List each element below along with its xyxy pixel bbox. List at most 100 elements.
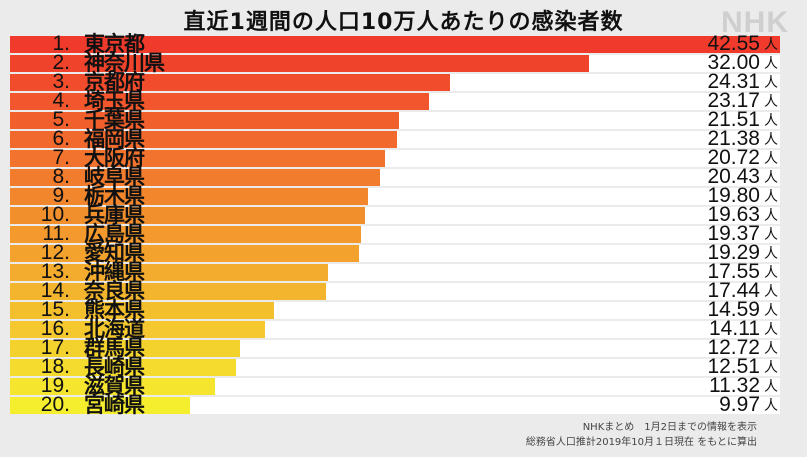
prefecture-label: 北海道 — [84, 317, 145, 341]
source-note-2: 総務省人口推計2019年10月１日現在 をもとに算出 — [525, 437, 757, 448]
bar-row: 3. 京都府 24.31 人 — [10, 70, 780, 94]
prefecture-label: 沖縄県 — [84, 260, 145, 284]
rank-label: 19. — [40, 374, 70, 397]
bar-row: 19. 滋賀県 11.32 人 — [10, 374, 780, 398]
prefecture-label: 大阪府 — [84, 146, 145, 170]
rank-label: 16. — [40, 317, 70, 340]
unit-label: 人 — [764, 284, 778, 300]
bar — [10, 74, 450, 91]
bar-row: 15. 熊本県 14.59 人 — [10, 298, 780, 322]
bar-row: 20. 宮崎県 9.97 人 — [10, 393, 780, 417]
unit-label: 人 — [764, 246, 778, 262]
bar-row: 6. 福岡県 21.38 人 — [10, 127, 780, 151]
bar-row: 11. 広島県 19.37 人 — [10, 222, 780, 246]
rank-label: 18. — [40, 355, 70, 378]
bar-row: 18. 長崎県 12.51 人 — [10, 355, 780, 379]
rank-label: 9. — [52, 184, 70, 207]
prefecture-label: 滋賀県 — [84, 374, 145, 398]
prefecture-label: 長崎県 — [84, 355, 145, 379]
bar-row: 4. 埼玉県 23.17 人 — [10, 89, 780, 113]
bar-row: 9. 栃木県 19.80 人 — [10, 184, 780, 208]
value-label: 14.11 — [709, 317, 760, 340]
bar — [10, 378, 215, 395]
rank-label: 14. — [40, 279, 70, 302]
bar-row: 2. 神奈川県 32.00 人 — [10, 51, 780, 75]
unit-label: 人 — [764, 265, 778, 281]
source-note-1: NHKまとめ 1月2日までの情報を表示 — [582, 422, 757, 433]
bar — [10, 131, 397, 148]
rank-label: 5. — [52, 108, 70, 131]
prefecture-label: 広島県 — [84, 222, 145, 246]
prefecture-label: 栃木県 — [84, 184, 145, 208]
rank-label: 4. — [52, 89, 70, 112]
bar — [10, 93, 430, 110]
bar — [10, 264, 328, 281]
prefecture-label: 奈良県 — [84, 279, 145, 303]
bar — [10, 112, 400, 129]
rank-label: 10. — [40, 203, 70, 226]
value-label: 19.29 — [707, 241, 760, 264]
bar — [10, 340, 241, 357]
prefecture-label: 埼玉県 — [84, 89, 145, 113]
prefecture-label: 愛知県 — [84, 241, 145, 265]
bar — [10, 321, 266, 338]
unit-label: 人 — [764, 398, 778, 414]
rank-label: 6. — [52, 127, 70, 150]
value-label: 21.51 — [707, 108, 760, 131]
bar — [10, 207, 366, 224]
bar-row: 10. 兵庫県 19.63 人 — [10, 203, 780, 227]
unit-label: 人 — [764, 94, 778, 110]
value-label: 17.44 — [707, 279, 760, 302]
unit-label: 人 — [764, 360, 778, 376]
rank-label: 2. — [52, 51, 70, 74]
value-label: 20.43 — [707, 165, 760, 188]
unit-label: 人 — [764, 37, 778, 53]
prefecture-label: 京都府 — [84, 70, 145, 94]
value-label: 19.37 — [707, 222, 760, 245]
unit-label: 人 — [764, 113, 778, 129]
bar-row: 16. 北海道 14.11 人 — [10, 317, 780, 341]
unit-label: 人 — [764, 151, 778, 167]
unit-label: 人 — [764, 341, 778, 357]
prefecture-label: 宮崎県 — [84, 393, 145, 417]
bar — [10, 245, 360, 262]
value-label: 21.38 — [707, 127, 760, 150]
rank-label: 20. — [40, 393, 70, 416]
bar — [10, 397, 191, 414]
rank-label: 1. — [52, 32, 70, 55]
value-label: 17.55 — [707, 260, 760, 283]
rank-label: 17. — [40, 336, 70, 359]
unit-label: 人 — [764, 189, 778, 205]
bar-row: 12. 愛知県 19.29 人 — [10, 241, 780, 265]
rank-label: 12. — [40, 241, 70, 264]
value-label: 11.32 — [709, 374, 760, 397]
prefecture-label: 東京都 — [84, 32, 145, 56]
bar — [10, 169, 380, 186]
bar-row: 5. 千葉県 21.51 人 — [10, 108, 780, 132]
bar — [10, 283, 326, 300]
bar — [10, 36, 780, 53]
prefecture-label: 岐阜県 — [84, 165, 145, 189]
chart-title: 直近1週間の人口10万人あたりの感染者数 — [183, 10, 624, 35]
value-label: 20.72 — [707, 146, 760, 169]
bar — [10, 226, 361, 243]
rank-label: 15. — [40, 298, 70, 321]
bar — [10, 188, 369, 205]
bar-row: 1. 東京都 42.55 人 — [10, 32, 780, 56]
unit-label: 人 — [764, 75, 778, 91]
value-label: 24.31 — [707, 70, 760, 93]
bar-row: 17. 群馬県 12.72 人 — [10, 336, 780, 360]
unit-label: 人 — [764, 132, 778, 148]
prefecture-label: 群馬県 — [84, 336, 145, 360]
unit-label: 人 — [764, 303, 778, 319]
value-label: 19.63 — [707, 203, 760, 226]
bar-row: 14. 奈良県 17.44 人 — [10, 279, 780, 303]
value-label: 19.80 — [707, 184, 760, 207]
value-label: 12.72 — [707, 336, 760, 359]
prefecture-label: 千葉県 — [84, 108, 145, 132]
bar-row: 7. 大阪府 20.72 人 — [10, 146, 780, 170]
unit-label: 人 — [764, 227, 778, 243]
unit-label: 人 — [764, 170, 778, 186]
bar — [10, 359, 237, 376]
value-label: 42.55 — [707, 32, 760, 55]
